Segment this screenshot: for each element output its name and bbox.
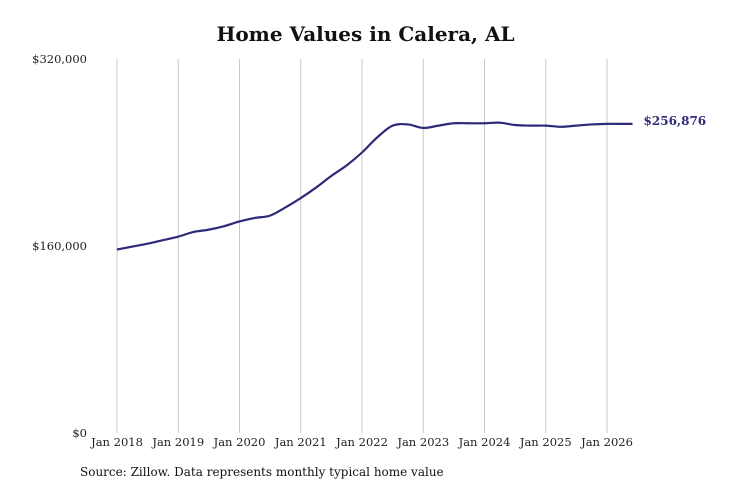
x-tick-label: Jan 2021 [274,435,327,449]
end-value-label: $256,876 [644,114,707,128]
y-tick-label: $0 [72,426,87,440]
x-tick-label: Jan 2020 [213,435,266,449]
x-tick-label: Jan 2024 [458,435,511,449]
home-value-line [116,121,633,251]
y-tick-label: $160,000 [32,239,87,253]
x-tick-label: Jan 2019 [151,435,204,449]
x-tick-label: Jan 2026 [580,435,633,449]
x-tick-label: Jan 2023 [396,435,449,449]
source-note: Source: Zillow. Data represents monthly … [80,465,444,479]
x-tick-label: Jan 2022 [335,435,388,449]
x-tick-label: Jan 2025 [519,435,572,449]
x-tick-label: Jan 2018 [90,435,143,449]
y-axis: $0 $160,000 $320,000 [32,52,87,440]
gridlines [116,59,608,433]
y-tick-label: $320,000 [32,52,87,66]
x-axis: Jan 2018 Jan 2019 Jan 2020 Jan 2021 Jan 2022… [90,435,633,449]
chart-title: Home Values in Calera, AL [216,22,515,46]
